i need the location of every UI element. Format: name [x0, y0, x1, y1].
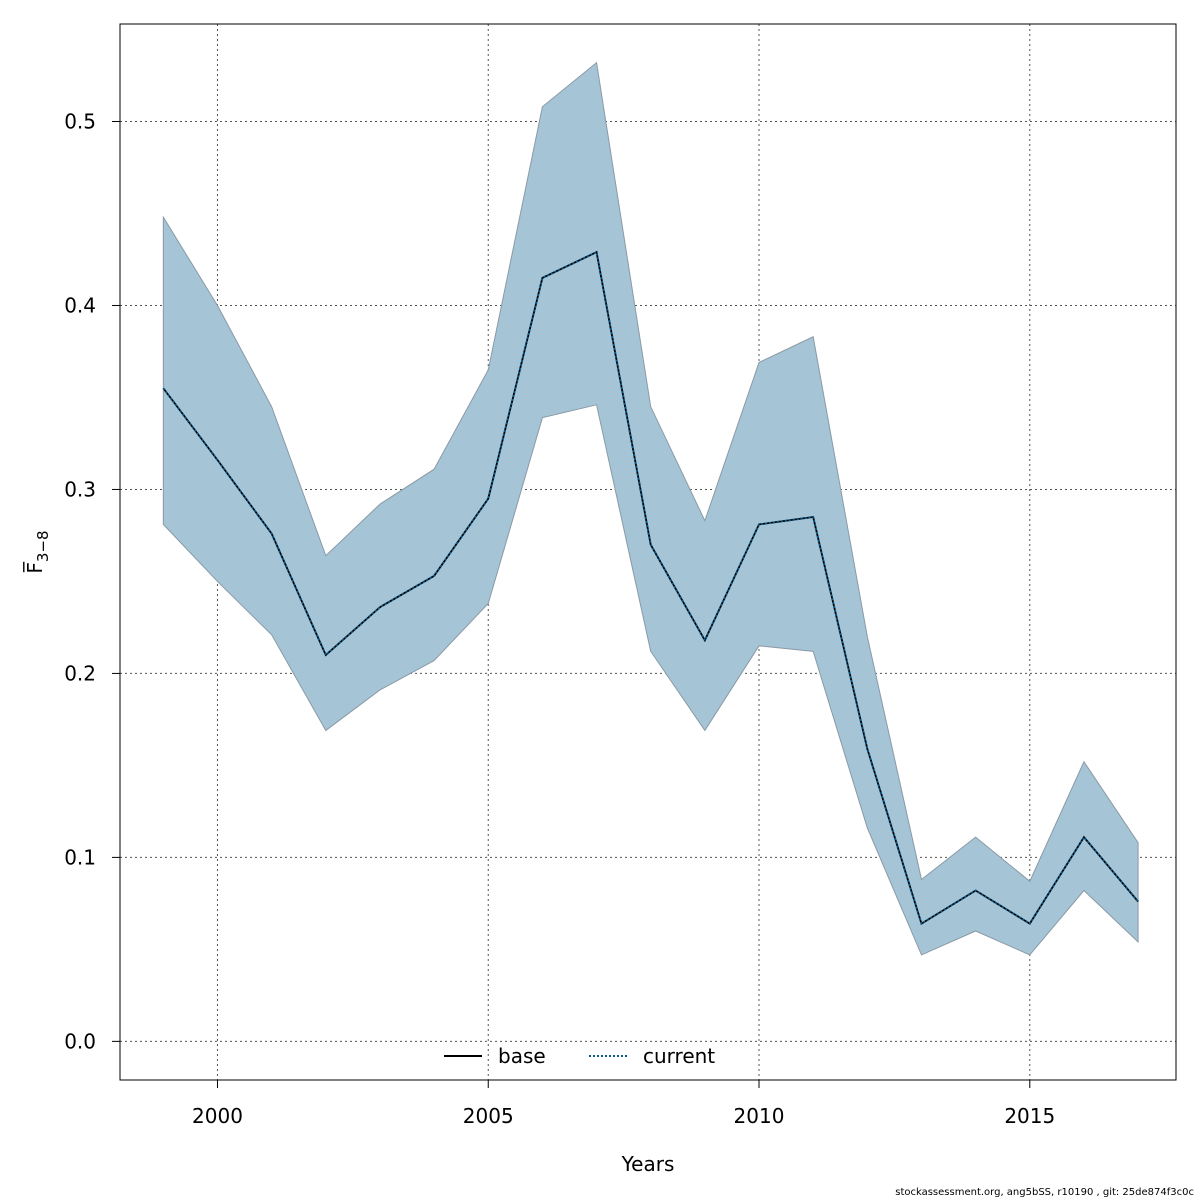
confidence-band-area	[162, 61, 1139, 956]
x-axis: 2000 2005 2010 2015	[192, 1080, 1055, 1128]
y-tick-label: 0.5	[64, 110, 96, 134]
y-tick-label: 0.4	[64, 293, 96, 317]
legend-label-base: base	[498, 1044, 546, 1068]
y-axis-title: F̅	[22, 561, 47, 574]
y-axis-title-subscript: 3−8	[34, 530, 52, 562]
footer-credit: stockassessment.org, ang5bSS, r10190 , g…	[895, 1187, 1194, 1198]
y-tick-label: 0.0	[64, 1029, 96, 1053]
y-tick-label: 0.3	[64, 477, 96, 501]
legend: base current	[444, 1044, 715, 1068]
x-tick-label: 2015	[1004, 1104, 1055, 1128]
x-tick-label: 2005	[463, 1104, 514, 1128]
series-line-current	[162, 250, 1139, 926]
series-lines	[162, 250, 1139, 926]
confidence-band	[162, 61, 1139, 956]
y-axis-title-group: F̅3−8	[22, 530, 52, 573]
svg-text:F̅3−8: F̅3−8	[22, 530, 52, 573]
x-axis-title: Years	[621, 1152, 675, 1176]
y-tick-label: 0.2	[64, 661, 96, 685]
y-axis: 0.0 0.1 0.2 0.3 0.4 0.5	[64, 110, 120, 1053]
y-tick-label: 0.1	[64, 845, 96, 869]
x-tick-label: 2000	[192, 1104, 243, 1128]
x-tick-label: 2010	[734, 1104, 785, 1128]
legend-label-current: current	[643, 1044, 715, 1068]
plot-frame	[119, 23, 1177, 1081]
